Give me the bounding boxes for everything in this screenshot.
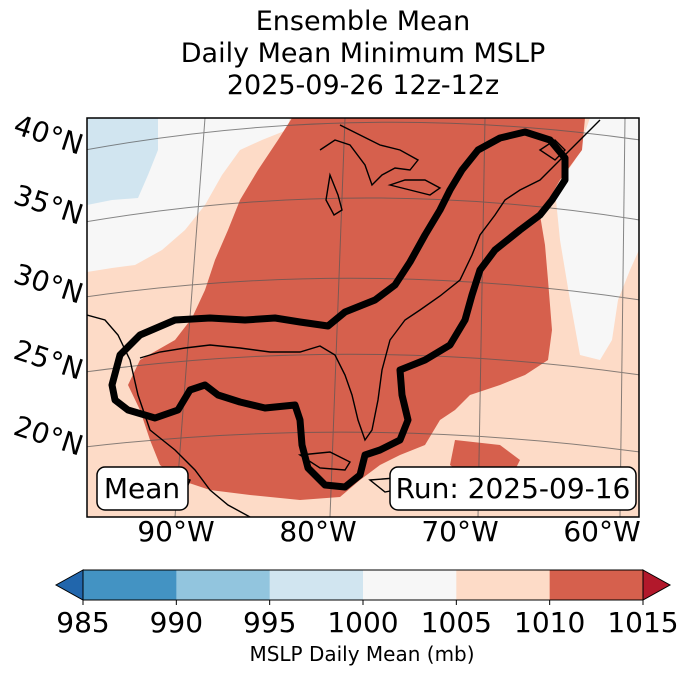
map-panel: [87, 118, 639, 517]
colorbar-segment-995: [269, 570, 364, 600]
colorbar-segment-1000: [363, 570, 457, 600]
colorbar-tick-995: 995: [243, 606, 296, 639]
lon-label-70: 70°W: [421, 515, 498, 548]
lat-label-30: 30°N: [10, 257, 87, 310]
colorbar-tick-1015: 1015: [607, 606, 678, 639]
lat-label-35: 35°N: [10, 178, 87, 231]
colorbar-tick-1010: 1010: [514, 606, 585, 639]
ensemble-contour: [108, 128, 569, 491]
colorbar-tick-990: 990: [150, 606, 203, 639]
colorbar-tick-1000: 1000: [327, 606, 398, 639]
colorbar-segment-990: [176, 570, 271, 600]
colorbar-segment-985: [83, 570, 177, 600]
title-line-3: 2025-09-26 12z-12z: [226, 70, 500, 101]
colorbar-segment-1005: [456, 570, 551, 600]
title-line-2: Daily Mean Minimum MSLP: [180, 38, 546, 69]
lon-label-90: 90°W: [137, 515, 214, 548]
colorbar-label: MSLP Daily Mean (mb): [249, 642, 474, 666]
lat-label-25: 25°N: [10, 333, 87, 386]
colorbar-tick-1005: 1005: [421, 606, 492, 639]
colorbar-tick-985: 985: [56, 606, 109, 639]
title-line-1: Ensemble Mean: [255, 6, 471, 37]
mean-label: Mean: [104, 472, 180, 505]
mean-label-box: [96, 466, 189, 511]
lat-label-20: 20°N: [10, 409, 87, 462]
map-frame: [86, 117, 640, 518]
colorbar-over-triangle: [642, 569, 672, 601]
field-995-1000: [87, 118, 158, 205]
lon-label-60: 60°W: [563, 515, 640, 548]
graticule: [87, 118, 639, 517]
lat-label-40: 40°N: [10, 108, 87, 161]
lon-label-80: 80°W: [279, 515, 356, 548]
colorbar: 985 990 995 1000 1005 1010 1015: [54, 569, 679, 639]
field-1000-1005-east: [555, 118, 639, 360]
run-label-box: [389, 466, 637, 511]
colorbar-segment-1010: [549, 570, 644, 600]
colorbar-under-triangle: [54, 569, 84, 601]
run-label: Run: 2025-09-16: [396, 472, 631, 505]
